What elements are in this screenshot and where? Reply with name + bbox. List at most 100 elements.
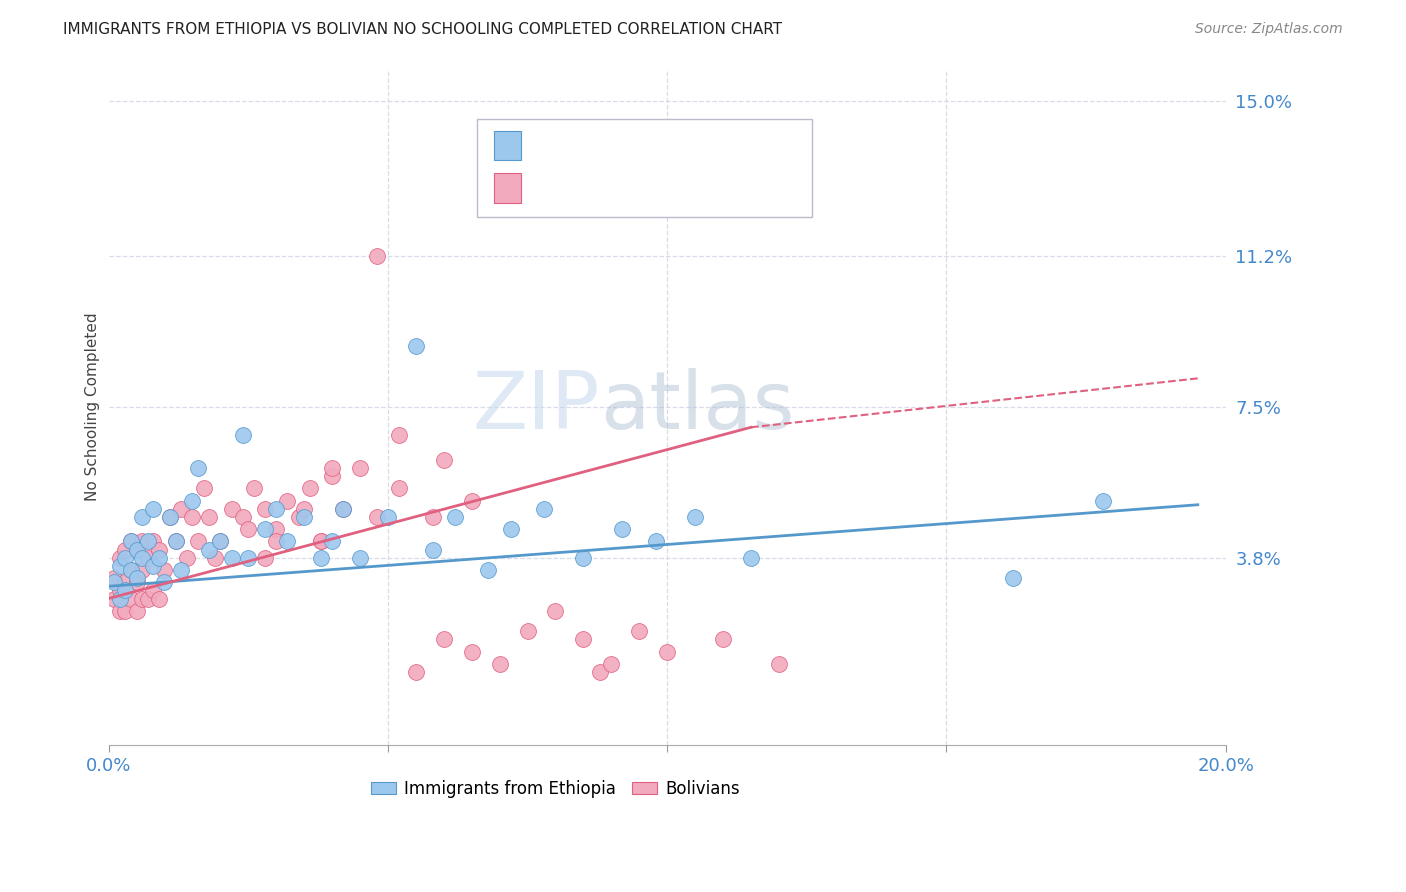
Point — [142, 534, 165, 549]
Point — [332, 501, 354, 516]
Point — [198, 542, 221, 557]
Point — [232, 428, 254, 442]
Point — [136, 591, 159, 606]
Point — [136, 550, 159, 565]
Point — [108, 604, 131, 618]
Point — [298, 482, 321, 496]
Point — [114, 550, 136, 565]
Point — [321, 534, 343, 549]
Point — [108, 558, 131, 573]
Point — [221, 501, 243, 516]
Point — [142, 501, 165, 516]
Point — [600, 657, 623, 671]
Point — [287, 510, 309, 524]
Text: Source: ZipAtlas.com: Source: ZipAtlas.com — [1195, 22, 1343, 37]
Point — [238, 522, 260, 536]
Point — [544, 604, 567, 618]
Point — [572, 632, 595, 647]
Text: atlas: atlas — [600, 368, 794, 446]
Point — [108, 583, 131, 598]
Point — [108, 591, 131, 606]
Point — [193, 482, 215, 496]
Point — [125, 542, 148, 557]
Point — [170, 563, 193, 577]
Point — [628, 624, 651, 639]
Point — [433, 453, 456, 467]
Point — [120, 591, 142, 606]
Point — [209, 534, 232, 549]
Point — [264, 534, 287, 549]
Point — [187, 461, 209, 475]
Point — [768, 657, 790, 671]
Point — [232, 510, 254, 524]
Point — [114, 575, 136, 590]
Point — [349, 461, 371, 475]
Point — [388, 482, 411, 496]
Point — [153, 563, 176, 577]
Point — [533, 501, 555, 516]
Text: ZIP: ZIP — [472, 368, 600, 446]
Point — [276, 493, 298, 508]
Point — [292, 510, 315, 524]
Point — [103, 571, 125, 585]
Point — [170, 501, 193, 516]
Point — [181, 510, 204, 524]
Point — [181, 493, 204, 508]
Point — [165, 534, 187, 549]
Point — [148, 542, 170, 557]
Point — [444, 510, 467, 524]
Point — [114, 583, 136, 598]
Point — [645, 534, 668, 549]
Point — [148, 550, 170, 565]
Point — [120, 563, 142, 577]
Point — [477, 563, 499, 577]
Point — [422, 510, 444, 524]
Point — [332, 501, 354, 516]
Point — [711, 632, 734, 647]
Point — [125, 604, 148, 618]
Point — [516, 624, 538, 639]
Point — [114, 604, 136, 618]
Point — [740, 550, 762, 565]
Point — [114, 542, 136, 557]
Point — [198, 510, 221, 524]
Point — [422, 542, 444, 557]
Point — [221, 550, 243, 565]
Point — [131, 550, 153, 565]
Point — [131, 510, 153, 524]
Point — [120, 534, 142, 549]
Point — [125, 571, 148, 585]
Point — [253, 501, 276, 516]
Point — [366, 249, 388, 263]
Point — [292, 501, 315, 516]
Point — [309, 550, 332, 565]
Point — [131, 591, 153, 606]
Point — [499, 522, 522, 536]
Point — [165, 534, 187, 549]
Point — [572, 550, 595, 565]
Point — [309, 534, 332, 549]
Point — [264, 522, 287, 536]
Point — [243, 482, 266, 496]
Point — [176, 550, 198, 565]
Point — [388, 428, 411, 442]
Point — [309, 534, 332, 549]
Point — [683, 510, 706, 524]
Point — [148, 591, 170, 606]
Point — [657, 644, 679, 658]
Point — [125, 542, 148, 557]
Point — [120, 563, 142, 577]
Point — [209, 534, 232, 549]
Point — [204, 550, 226, 565]
Point — [460, 493, 482, 508]
Point — [187, 534, 209, 549]
Point — [321, 469, 343, 483]
Point — [321, 461, 343, 475]
Point — [159, 510, 181, 524]
Point — [612, 522, 634, 536]
Point — [253, 550, 276, 565]
Point — [238, 550, 260, 565]
Point — [349, 550, 371, 565]
Point — [589, 665, 612, 679]
Point — [136, 534, 159, 549]
